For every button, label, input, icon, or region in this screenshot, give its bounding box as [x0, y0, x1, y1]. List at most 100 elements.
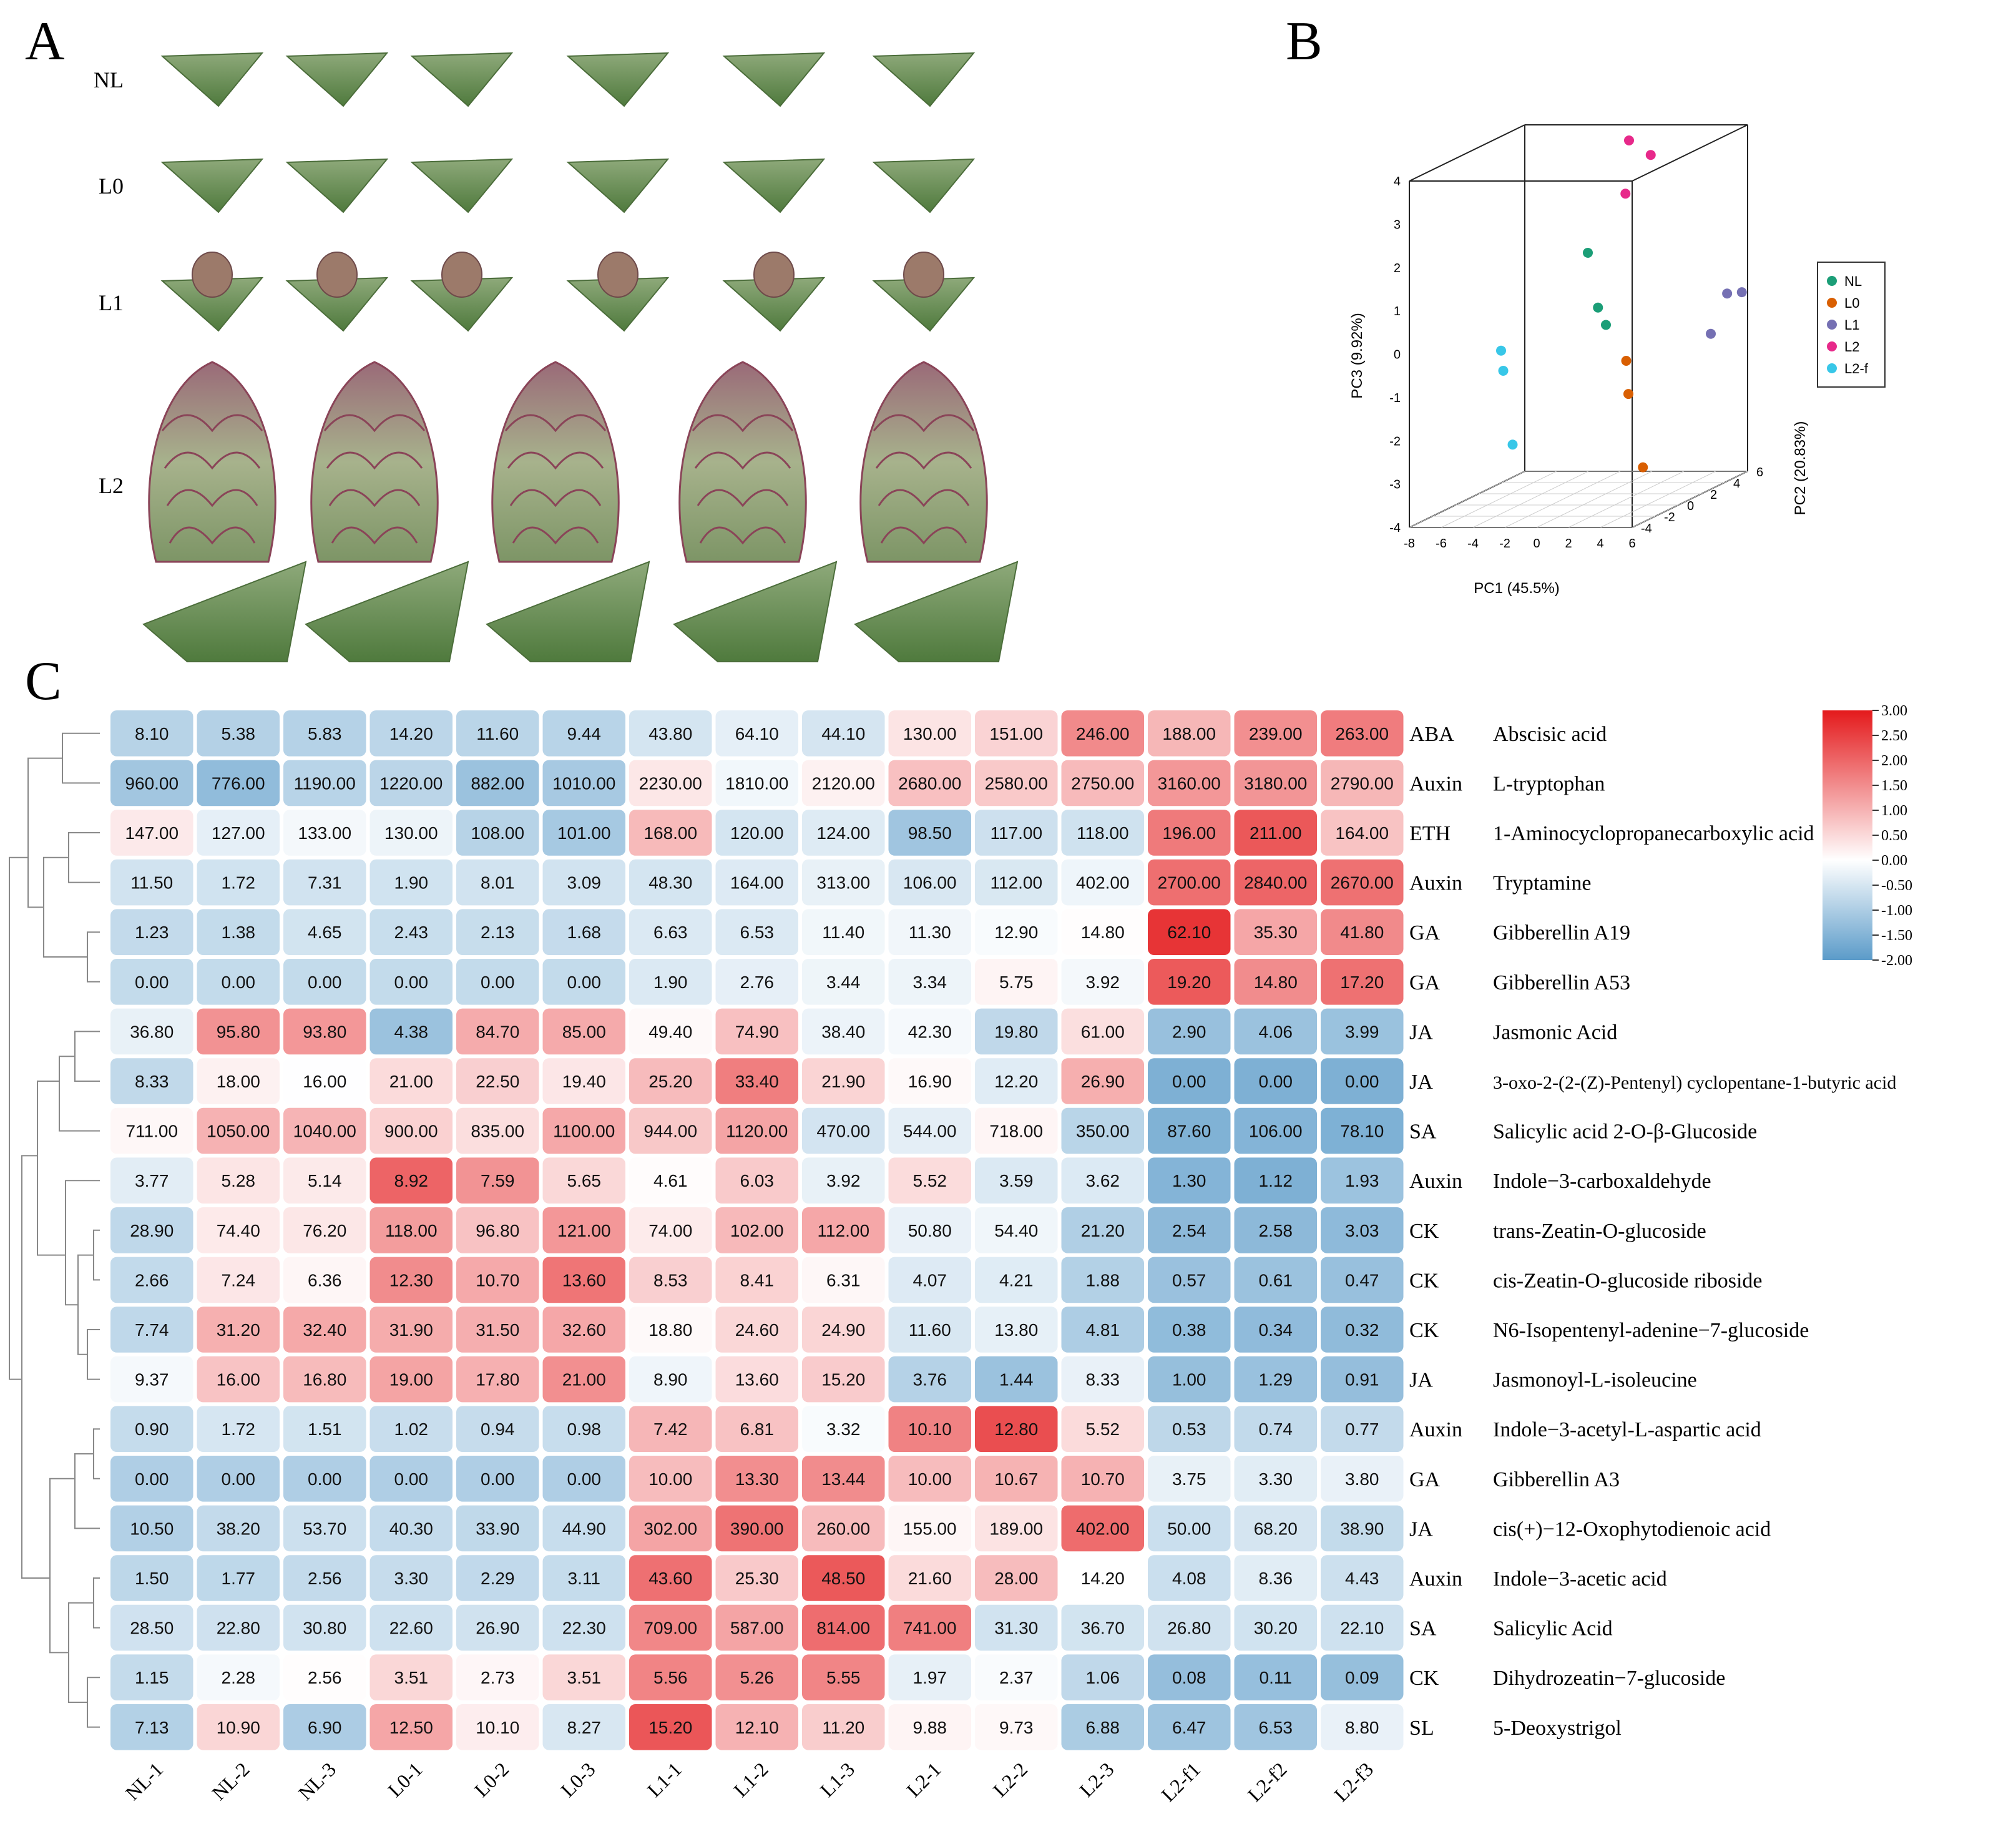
heatmap-cell [1234, 710, 1317, 757]
heatmap-cell-value: 0.47 [1345, 1270, 1379, 1290]
leaf-photo [722, 52, 826, 107]
heatmap-cell-value: 42.30 [908, 1022, 952, 1041]
heatmap-cell [715, 1505, 798, 1552]
heatmap-cell-value: 21.20 [1081, 1221, 1125, 1240]
heatmap-cell-value: 470.00 [816, 1122, 870, 1141]
legend-label: L2 [1844, 339, 1859, 355]
heatmap-cell-value: 960.00 [125, 773, 179, 793]
heatmap-cell [197, 1704, 280, 1750]
heatmap-cell [1061, 959, 1144, 1005]
heatmap-cell [1234, 1008, 1317, 1055]
heatmap-cell [110, 1307, 193, 1353]
heatmap-cell [888, 1505, 971, 1552]
heatmap-cell [1234, 810, 1317, 856]
heatmap-cell [888, 1257, 971, 1303]
bract-outline [697, 489, 789, 507]
pc1-axis-label: PC1 (45.5%) [1474, 580, 1559, 597]
heatmap-cell-value: 776.00 [212, 773, 265, 793]
heatmap-cell-value: 12.80 [994, 1419, 1038, 1439]
row-class-label: GA [1409, 921, 1441, 944]
heatmap-cell-value: 5.55 [826, 1668, 861, 1687]
dendrogram-branch [87, 931, 100, 983]
heatmap-cell-value: 302.00 [643, 1519, 697, 1538]
heatmap-cell [283, 1207, 366, 1253]
row-class-label: CK [1409, 1667, 1439, 1690]
heatmap-cell-value: 24.90 [821, 1320, 865, 1340]
heatmap-cell-value: 6.31 [826, 1270, 861, 1290]
heatmap-cell-value: 3.34 [913, 973, 947, 992]
colorbar-tick-label: 1.00 [1881, 803, 1907, 819]
heatmap-cell [369, 1406, 453, 1452]
heatmap-cell [888, 1555, 971, 1601]
heatmap-cell-value: 133.00 [298, 823, 351, 843]
heatmap-cell [197, 1307, 280, 1353]
heatmap-cell-value: 11.60 [909, 1320, 951, 1340]
heatmap-cell [456, 1456, 539, 1502]
heatmap-cell [975, 909, 1058, 955]
row-class-label: Auxin [1409, 872, 1462, 895]
heatmap-cell-value: 2580.00 [985, 773, 1048, 793]
heatmap-cell [629, 1505, 712, 1552]
heatmap-cell [629, 1456, 712, 1502]
heatmap-cell [369, 1704, 453, 1750]
column-label: L2-f2 [1243, 1758, 1291, 1806]
heatmap-cell [369, 1157, 453, 1204]
heatmap-cell-value: 711.00 [125, 1122, 178, 1141]
heatmap-cell-value: 0.00 [394, 1469, 429, 1489]
heatmap-cell [1321, 1207, 1404, 1253]
pca-legend: NL L0 L1 L2 L2-f [1817, 262, 1886, 388]
heatmap-cell-value: 8.10 [135, 724, 169, 743]
heatmap-cell [197, 1008, 280, 1055]
pca-point-l0 [1623, 389, 1633, 400]
heatmap-cell-value: 2.29 [481, 1569, 515, 1588]
heatmap-cell-value: 882.00 [471, 773, 524, 793]
pc1-tick-label: -4 [1467, 537, 1479, 551]
row-class-labels: ABA Auxin ETH Auxin GA GA JA JA SA Auxin CK CK CK JA A… [1409, 723, 1462, 1740]
heatmap-cell-value: 98.50 [908, 823, 952, 843]
bract-outline [692, 414, 794, 433]
row-class-label: SL [1409, 1717, 1434, 1740]
heatmap-cell-value: 12.50 [389, 1718, 433, 1737]
dendrogram-branch [93, 1229, 100, 1281]
heatmap-cell-value: 4.07 [913, 1270, 947, 1290]
heatmap-cell [369, 1008, 453, 1055]
heatmap-cell-value: 188.00 [1162, 724, 1216, 743]
heatmap-cell [1061, 1107, 1144, 1154]
heatmap-cell-value: 2680.00 [898, 773, 961, 793]
heatmap-cell-value: 26.90 [476, 1619, 519, 1638]
pca-floor-grid [1632, 471, 1748, 528]
heatmap-cell [802, 710, 885, 757]
legend-marker [1827, 341, 1837, 351]
heatmap-cell [975, 1505, 1058, 1552]
bract-outline [161, 414, 263, 433]
heatmap-cell-value: 814.00 [816, 1619, 870, 1638]
heatmap-cell-value: 120.00 [730, 823, 784, 843]
heatmap-cell [1234, 1207, 1317, 1253]
heatmap-cell-value: 7.31 [308, 873, 342, 893]
heatmap-cell [629, 1704, 712, 1750]
bract-outline [699, 526, 786, 545]
heatmap-cell-value: 19.00 [389, 1370, 433, 1390]
heatmap-cell-value: 189.00 [989, 1519, 1043, 1538]
heatmap-cell [456, 710, 539, 757]
large-leaf-photo [673, 561, 838, 662]
heatmap-cell-value: 54.40 [994, 1221, 1038, 1240]
heatmap-cell-value: 1220.00 [379, 773, 443, 793]
dendrogram-branch [77, 1254, 94, 1355]
heatmap-cell [802, 1307, 885, 1353]
pc2-axis-label: PC2 (20.83%) [1792, 421, 1809, 516]
row-compound-label: Dihydrozeatin−7-glucoside [1493, 1667, 1725, 1690]
heatmap-cell [888, 760, 971, 807]
heatmap-cell-value: 0.90 [135, 1419, 169, 1439]
heatmap-cell-value: 31.90 [389, 1320, 433, 1340]
leaf-photo [566, 158, 670, 213]
heatmap-cell-value: 2.66 [135, 1270, 169, 1290]
heatmap-cell [715, 810, 798, 856]
bract-outline [323, 414, 426, 433]
heatmap-cell-value: 10.10 [476, 1718, 519, 1737]
heatmap-cell-value: 835.00 [471, 1122, 524, 1141]
row-compound-label: Gibberellin A19 [1493, 921, 1630, 944]
heatmap-cell [1148, 1058, 1231, 1104]
heatmap-cell [1234, 1307, 1317, 1353]
heatmap-cell-value: 6.03 [740, 1171, 775, 1190]
